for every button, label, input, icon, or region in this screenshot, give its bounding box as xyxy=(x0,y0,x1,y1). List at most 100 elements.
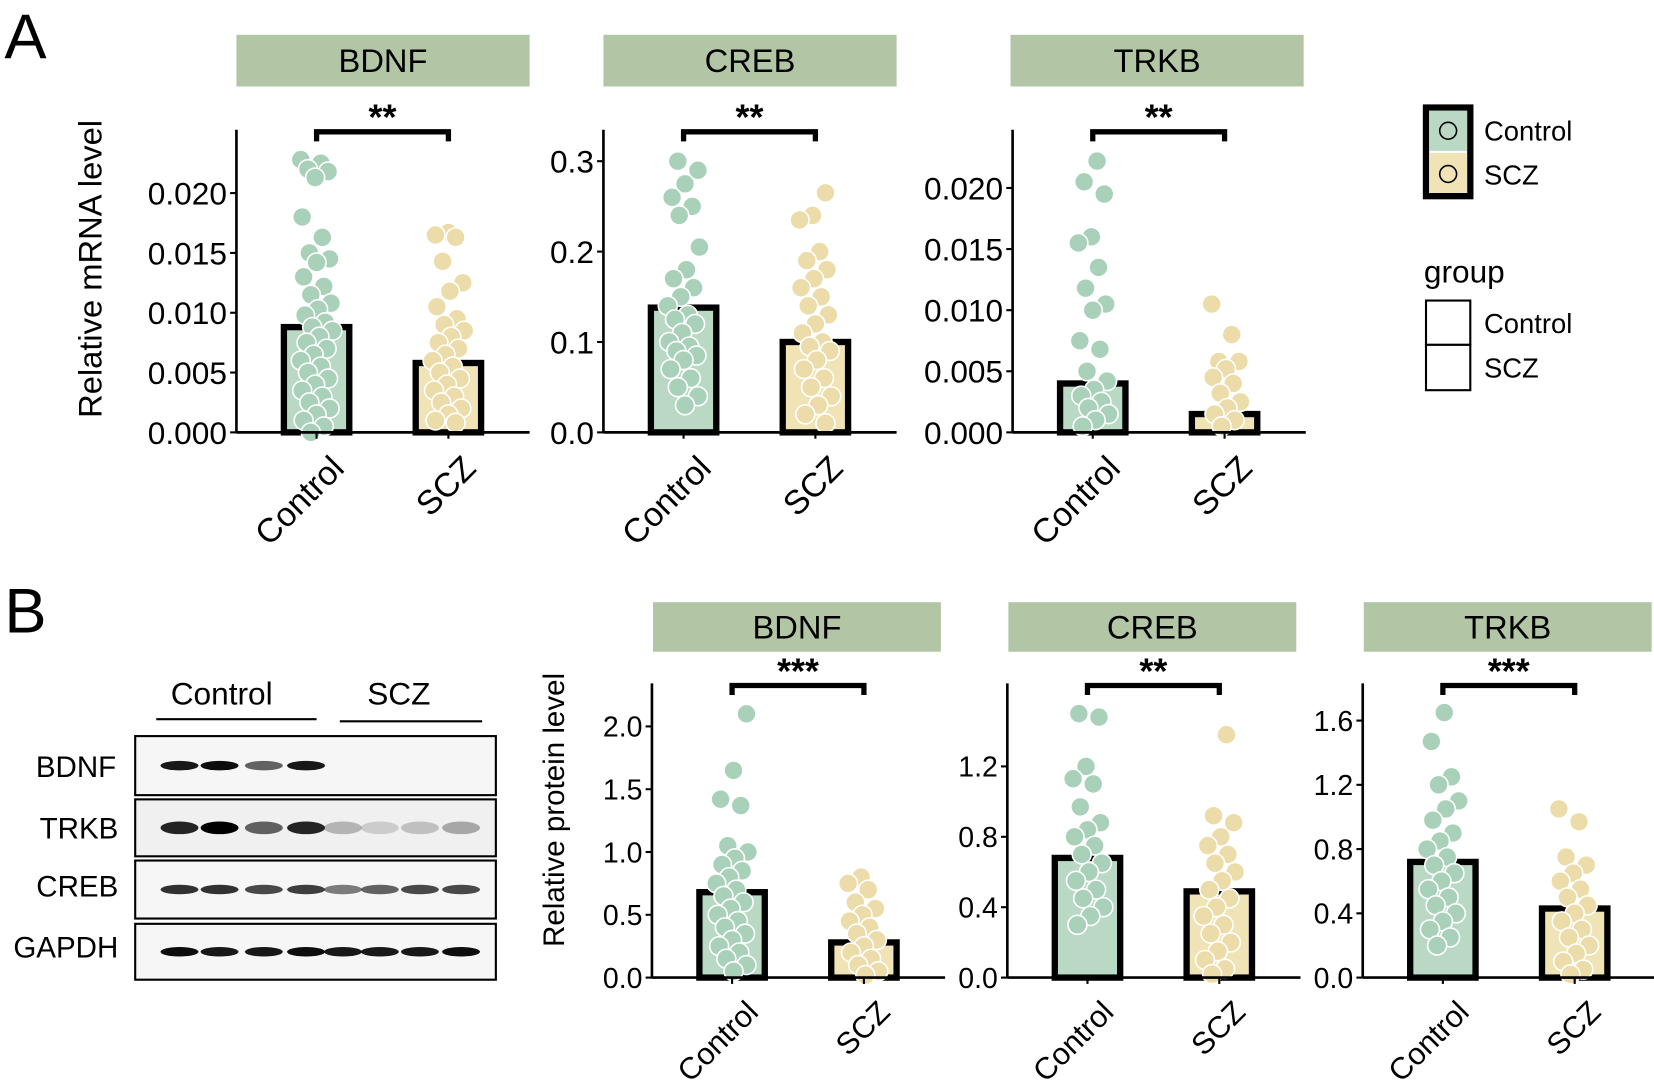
data-point xyxy=(667,376,689,398)
data-point xyxy=(426,296,448,318)
blot-band xyxy=(160,760,199,771)
charts: BDNF 0.000 0.005 0.010 0.015 0.020 Control SCZ *… xyxy=(71,34,1654,1082)
data-point xyxy=(1082,299,1104,321)
data-point xyxy=(1088,706,1110,728)
data-point xyxy=(1075,756,1097,777)
y-axis-label: Relative mRNA level xyxy=(71,120,108,418)
data-point xyxy=(445,412,466,434)
data-point xyxy=(797,295,819,317)
data-point xyxy=(1082,773,1104,795)
facet-strip xyxy=(1008,602,1297,652)
data-point xyxy=(1072,415,1093,437)
blot-row-label: GAPDH xyxy=(13,932,118,965)
facet-title: TRKB xyxy=(1464,609,1551,646)
chart-a-creb: CREB 0.0 0.1 0.2 0.3 Control SCZ ** xyxy=(550,34,897,553)
blot-band xyxy=(400,821,439,835)
significance-stars: ** xyxy=(736,98,764,138)
x-tick-label: Control xyxy=(1024,449,1128,553)
data-point xyxy=(293,266,314,288)
chart-b-bdnf: BDNF 0.0 0.5 1.0 1.5 2.0 Control SCZ *** Relative… xyxy=(538,602,946,1082)
y-tick-label: 0.000 xyxy=(148,415,227,451)
data-point xyxy=(668,205,690,226)
data-point xyxy=(790,277,812,299)
legend-group-label-scz: SCZ xyxy=(1484,353,1539,384)
data-point xyxy=(1076,360,1098,382)
y-tick-label: 0.4 xyxy=(958,892,998,924)
data-point xyxy=(1211,415,1232,437)
data-point xyxy=(815,182,836,204)
legend-label-control: Control xyxy=(1484,115,1572,146)
data-point xyxy=(736,703,757,725)
y-tick-label: 0.005 xyxy=(924,354,1003,390)
facet-title: BDNF xyxy=(339,42,428,79)
blot-band xyxy=(442,947,481,957)
data-point xyxy=(1197,835,1219,856)
significance-bracket xyxy=(1084,682,1222,695)
blot-band xyxy=(400,884,439,895)
data-point xyxy=(439,280,461,302)
data-point xyxy=(795,404,816,425)
blot-band xyxy=(323,884,362,895)
x-tick-label: SCZ xyxy=(829,995,896,1062)
y-tick-label: 1.2 xyxy=(958,752,998,784)
blot-band xyxy=(244,760,283,771)
legend-group-label-control: Control xyxy=(1484,308,1572,339)
data-point xyxy=(689,236,710,258)
x-tick-label: SCZ xyxy=(409,449,484,524)
blot-band xyxy=(200,947,239,957)
blot-band xyxy=(323,821,362,835)
data-point xyxy=(1065,870,1087,892)
significance-bracket xyxy=(1440,682,1578,695)
data-point xyxy=(425,224,446,246)
data-point xyxy=(1428,774,1449,796)
data-point xyxy=(857,879,879,900)
legend: Control SCZ group Control SCZ xyxy=(1422,104,1572,392)
significance-stars: *** xyxy=(1488,651,1530,691)
blot-band xyxy=(287,884,326,895)
data-point xyxy=(661,187,683,208)
legend-swatch-scz xyxy=(1429,152,1468,193)
blot-band xyxy=(200,884,239,895)
data-point xyxy=(1548,798,1570,820)
data-point xyxy=(800,376,822,398)
data-point xyxy=(1560,964,1581,985)
data-point xyxy=(1200,923,1221,944)
legend-outline-control xyxy=(1424,299,1472,346)
data-point xyxy=(304,167,326,188)
x-tick-label: SCZ xyxy=(1185,995,1252,1062)
data-point xyxy=(1093,183,1115,205)
chart-a-bdnf: BDNF 0.000 0.005 0.010 0.015 0.020 Control SCZ *… xyxy=(71,34,530,553)
data-point xyxy=(1088,257,1109,278)
data-point xyxy=(663,268,684,289)
blot-band xyxy=(287,760,326,771)
data-point xyxy=(1068,232,1089,254)
blot-band xyxy=(360,884,399,895)
significance-stars: ** xyxy=(369,98,397,138)
x-tick-label: Control xyxy=(615,449,719,553)
data-point xyxy=(1064,826,1085,848)
data-point xyxy=(306,252,327,273)
data-point xyxy=(1193,905,1214,927)
y-tick-label: 0.3 xyxy=(550,144,594,180)
facet-strip xyxy=(603,34,897,87)
y-tick-label: 0.015 xyxy=(148,235,227,271)
y-axis-label: Relative protein level xyxy=(538,673,571,947)
x-tick-label: SCZ xyxy=(1185,449,1260,524)
blot-row-label: CREB xyxy=(36,870,118,903)
y-tick-label: 0.0 xyxy=(550,415,594,451)
x-tick-label: SCZ xyxy=(776,449,851,524)
blot-group-scz: SCZ xyxy=(367,675,430,711)
facet-strip xyxy=(236,34,530,87)
y-tick-label: 0.010 xyxy=(148,295,227,331)
data-point xyxy=(1204,852,1226,874)
data-point xyxy=(445,227,466,248)
x-tick-label: SCZ xyxy=(1540,995,1607,1062)
data-point xyxy=(1067,914,1088,936)
blot-band xyxy=(287,821,326,835)
panel-label-b: B xyxy=(4,577,46,647)
y-tick-label: 0.000 xyxy=(924,415,1003,451)
legend-outline-scz xyxy=(1424,343,1472,392)
blot-band xyxy=(442,884,481,895)
data-point xyxy=(1426,935,1448,956)
data-point xyxy=(1062,768,1084,790)
